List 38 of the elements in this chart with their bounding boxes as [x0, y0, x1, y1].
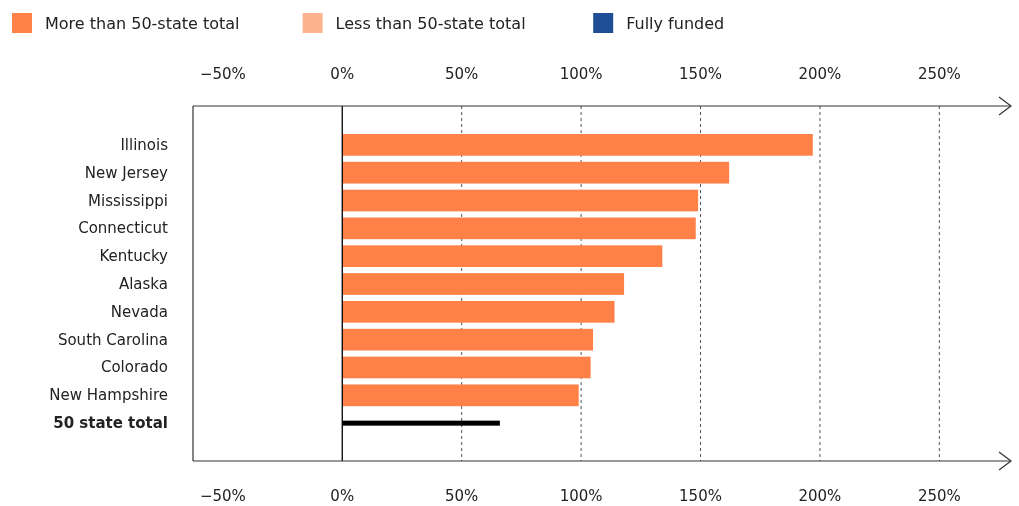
bar [342, 328, 594, 351]
bar [342, 300, 615, 323]
x2-tick-label: −50% [199, 487, 246, 505]
x-tick-label: 50% [445, 65, 479, 83]
x2-tick-label: 50% [445, 487, 479, 505]
x-tick-label: 100% [559, 65, 603, 83]
y-tick-label: Nevada [110, 302, 168, 321]
bar [342, 217, 696, 240]
bar [342, 161, 730, 184]
y-tick-label: Mississippi [88, 191, 168, 210]
legend-label: More than 50-state total [45, 14, 240, 33]
x-tick-label: 250% [917, 65, 961, 83]
y-tick-label: New Jersey [84, 163, 169, 182]
x2-tick-label: 200% [798, 487, 842, 505]
bar [342, 273, 625, 295]
x2-tick-label: 100% [559, 487, 603, 505]
y-tick-label: Illinois [120, 135, 169, 154]
x2-tick-label: 250% [917, 487, 961, 505]
legend-label: Less than 50-state total [335, 14, 526, 33]
x-tick-label: 0% [330, 65, 355, 83]
y-tick-label: Connecticut [78, 219, 169, 238]
bar [342, 134, 813, 156]
bar [342, 356, 591, 379]
x-tick-label: 150% [679, 65, 722, 83]
bar [342, 189, 699, 212]
x2-tick-label: 150% [679, 487, 722, 505]
y-tick-label: Kentucky [99, 247, 169, 266]
y-tick-label: Alaska [118, 275, 168, 293]
bar [342, 384, 579, 407]
x-tick-label: 200% [798, 65, 842, 83]
y-tick-label: New Hampshire [49, 386, 168, 405]
x2-tick-label: 0% [330, 487, 355, 505]
legend-label: Fully funded [626, 14, 725, 33]
y-tick-label: South Carolina [57, 330, 168, 349]
x-tick-label: −50% [199, 65, 246, 83]
y-tick-label: 50 state total [53, 414, 168, 433]
bar [342, 245, 663, 268]
y-tick-label: Colorado [100, 358, 168, 377]
